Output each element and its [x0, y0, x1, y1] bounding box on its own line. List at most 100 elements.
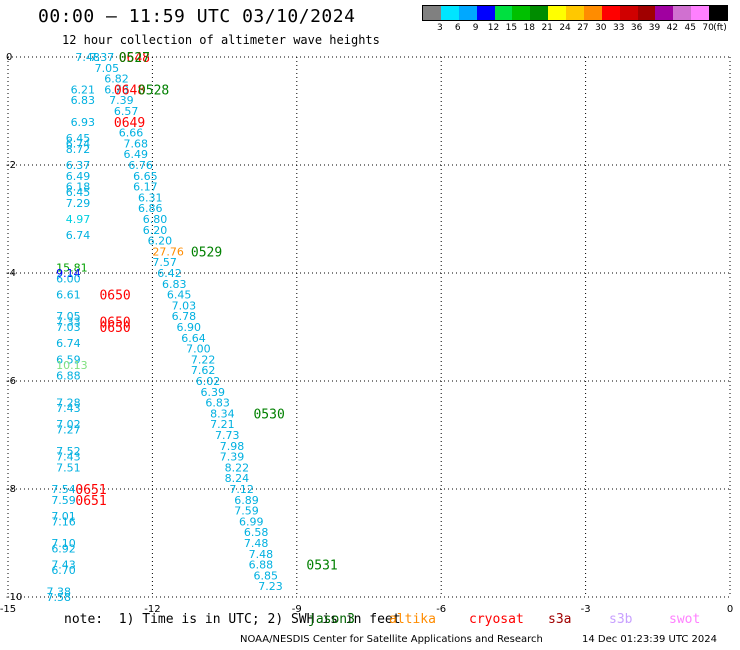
wave-height-value: 7.16 [51, 515, 76, 528]
legend-swatch [655, 6, 674, 20]
legend-swatch [601, 6, 620, 20]
wave-height-value: 6.45 [66, 186, 91, 199]
mission-jason3: jason3 [308, 612, 355, 627]
wave-height-value: 7.58 [47, 591, 72, 604]
legend-swatch [709, 6, 727, 20]
wave-height-value: 6.31 [138, 191, 163, 204]
wave-height-value: 6.83 [205, 397, 230, 410]
wave-height-value: 15.81 [56, 262, 87, 275]
wave-height-value: 8.24 [225, 472, 250, 485]
wave-height-value: 8.72 [66, 143, 91, 156]
legend-tick-label: 15 [505, 23, 518, 33]
wave-height-value: 7.23 [258, 580, 283, 593]
y-tick-label: -8 [6, 484, 16, 495]
wave-height-value: 6.02 [196, 375, 221, 388]
wave-height-value: 7.33 [56, 316, 80, 329]
pass-time-label: 0648 [119, 51, 150, 66]
pass-time-label: 0531 [306, 559, 337, 574]
wave-height-value: 6.74 [66, 229, 91, 242]
wave-height-value: 6.61 [56, 289, 80, 302]
wave-height-value: 4.97 [66, 213, 91, 226]
wave-height-value: 10.13 [56, 359, 87, 372]
wave-height-value: 7.05 [56, 310, 80, 323]
legend-tick-label: 36 [630, 23, 643, 33]
mission-cryosat: cryosat [469, 612, 524, 627]
wave-height-value: 6.42 [157, 267, 182, 280]
pass-labels-layer: 0648052706480528064905290650065006500530… [75, 51, 337, 574]
wave-height-value: 7.39 [109, 94, 134, 107]
wave-height-value: 7.48 [75, 51, 100, 64]
y-tick-label: -10 [6, 592, 22, 603]
wave-height-value: 6.82 [104, 73, 128, 86]
wave-height-value: 6.21 [71, 83, 96, 96]
legend-tick-label: 18 [523, 23, 536, 33]
legend-tick-label: 39 [648, 23, 661, 33]
wave-height-value: 6.20 [148, 235, 173, 248]
wave-height-value: 7.57 [152, 256, 177, 269]
wave-height-value: 6.93 [71, 116, 96, 129]
mission-s3b: s3b [609, 612, 633, 627]
wave-height-value: 7.39 [220, 451, 245, 464]
mission-swot: swot [669, 612, 701, 627]
pass-time-label: 0530 [253, 407, 284, 422]
wave-height-value: 6.37 [66, 159, 91, 172]
wave-height-value: 6.92 [51, 542, 76, 555]
wave-height-value: 7.59 [51, 494, 76, 507]
y-tick-label: -2 [6, 160, 16, 171]
wave-height-value: 7.05 [95, 62, 120, 75]
axis-ticks: -15 -12 -9 -6 -3 0 0 -2 -4 -6 -8 -10 [0, 52, 733, 615]
legend-swatch [476, 6, 495, 20]
pass-time-label: 0651 [75, 483, 106, 498]
y-tick-label: -4 [6, 268, 16, 279]
wave-height-value: 6.74 [56, 337, 80, 350]
y-tick-label: 0 [6, 52, 12, 63]
mission-altika: altika [389, 612, 436, 627]
wave-height-value: 7.43 [56, 451, 80, 464]
generated-timestamp: 14 Dec 01:23:39 UTC 2024 [582, 634, 717, 645]
legend-swatch [673, 6, 692, 20]
legend-swatch [619, 6, 638, 20]
legend-tick-label: 9 [472, 23, 479, 33]
wave-height-value: 6.49 [124, 148, 148, 161]
x-tick-label: -6 [436, 604, 446, 615]
wave-height-value: 6.90 [176, 321, 201, 334]
wave-height-value: 7.73 [215, 429, 240, 442]
x-tick-label: 0 [727, 604, 733, 615]
wave-height-value: 7.01 [51, 510, 76, 523]
legend-tick-label: 30 [595, 23, 607, 33]
wave-height-value: 6.66 [119, 127, 144, 140]
wave-height-value: 7.43 [56, 402, 80, 415]
wave-height-value: 7.51 [56, 461, 80, 474]
wave-height-value: 6.20 [143, 224, 168, 237]
legend-swatch [566, 6, 584, 20]
wave-height-value: 6.65 [133, 170, 158, 183]
wave-height-value: 6.78 [172, 310, 197, 323]
x-tick-label: -12 [144, 604, 160, 615]
legend-tick-label: 3 [437, 23, 443, 33]
pass-time-label: 0650 [99, 321, 130, 336]
legend-tick-label: 27 [577, 23, 589, 33]
wave-height-value: 8.22 [225, 461, 250, 474]
x-tick-label: -3 [581, 604, 591, 615]
pass-time-label: 0651 [75, 494, 106, 509]
legend-swatch [494, 6, 513, 20]
wave-height-value: 7.03 [56, 321, 80, 334]
wave-height-value: 6.86 [138, 202, 163, 215]
wave-height-value: 7.62 [191, 364, 216, 377]
legend-swatch [530, 6, 549, 20]
pass-time-label: 0648 [114, 83, 145, 98]
legend-unit: (ft) [713, 23, 727, 33]
wave-height-value: 7.38 [47, 586, 72, 599]
wave-height-value: 6.89 [234, 494, 259, 507]
wave-height-value: 7.12 [229, 483, 254, 496]
legend-swatch [423, 6, 441, 20]
wave-height-value: 6.70 [51, 564, 76, 577]
wave-height-value: 7.37 [90, 51, 115, 64]
wave-height-value: 6.39 [201, 386, 226, 399]
wave-height-value: 7.28 [56, 397, 80, 410]
y-tick-label: -6 [6, 376, 16, 387]
wave-height-value: 6.45 [66, 132, 91, 145]
page-subtitle: 12 hour collection of altimeter wave hei… [62, 33, 380, 47]
wave-height-value: 6.85 [253, 569, 277, 582]
